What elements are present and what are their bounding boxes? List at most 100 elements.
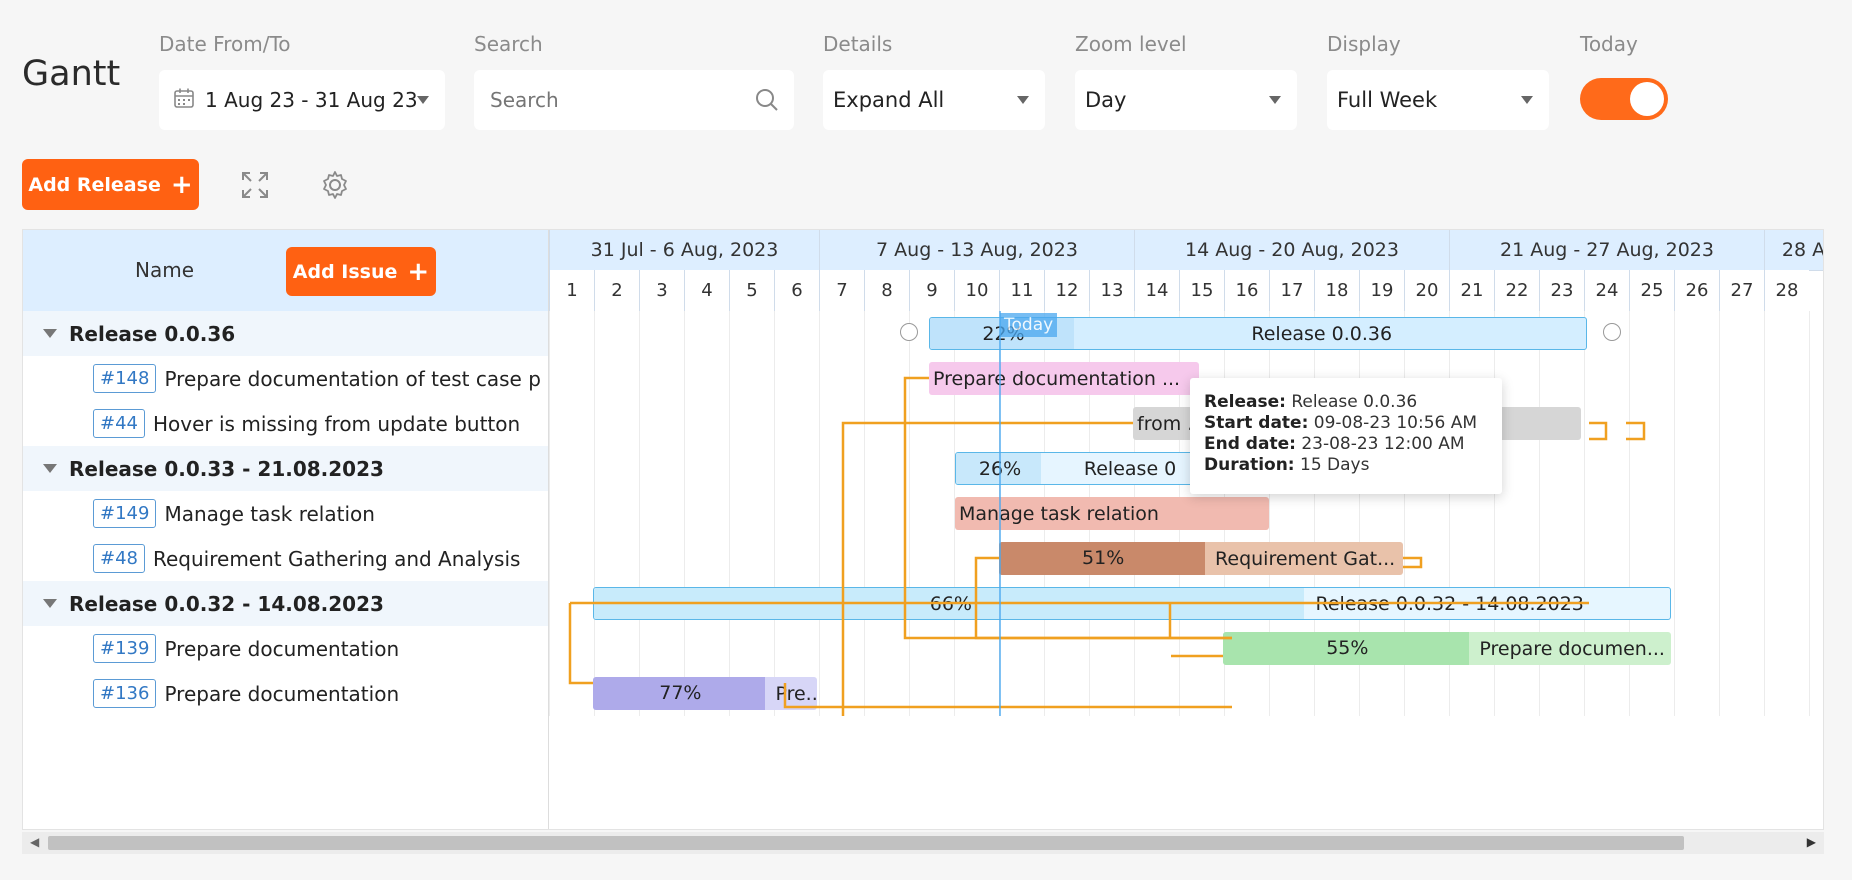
grid-line <box>1449 311 1450 716</box>
release-name: Release 0.0.33 - 21.08.2023 <box>69 456 384 481</box>
dependency-handle[interactable] <box>1603 323 1621 341</box>
tooltip-duration-key: Duration: <box>1204 455 1295 475</box>
horizontal-scrollbar[interactable]: ◀ ▶ <box>22 832 1824 854</box>
collapse-caret-icon[interactable] <box>43 599 57 608</box>
task-row[interactable]: #44 Hover is missing from update button <box>23 401 548 446</box>
gantt-bar[interactable]: 55% Prepare documen... <box>1223 632 1671 665</box>
task-name: Prepare documentation <box>164 681 400 706</box>
tooltip-end-value: 23-08-23 12:00 AM <box>1301 434 1465 454</box>
task-id-link[interactable]: #139 <box>93 634 157 663</box>
task-row[interactable]: #148 Prepare documentation of test case p <box>23 356 548 401</box>
bar-progress-label: 55% <box>1326 637 1369 659</box>
day-label: 19 <box>1359 270 1404 311</box>
task-id-link[interactable]: #136 <box>93 679 157 708</box>
grid-line <box>864 311 865 716</box>
day-label: 7 <box>819 270 864 311</box>
scroll-right-icon[interactable]: ▶ <box>1806 835 1816 849</box>
tooltip-duration-value: 15 Days <box>1300 455 1370 475</box>
task-name: Manage task relation <box>164 501 375 526</box>
grid-line <box>1629 311 1630 716</box>
search-icon[interactable] <box>754 87 780 118</box>
chevron-down-icon <box>1521 96 1533 104</box>
task-row[interactable]: #139 Prepare documentation <box>23 626 548 671</box>
chevron-down-icon <box>1017 96 1029 104</box>
bar-progress-label: 51% <box>1082 547 1125 569</box>
day-label: 22 <box>1494 270 1539 311</box>
gantt-bar[interactable]: 51% Requirement Gat... <box>999 542 1403 575</box>
task-id-link[interactable]: #48 <box>93 544 145 573</box>
dependency-link <box>1589 421 1608 441</box>
day-label: 27 <box>1719 270 1764 311</box>
display-select[interactable]: Full Week <box>1327 70 1549 130</box>
timeline-scale: 31 Jul - 6 Aug, 2023 7 Aug - 13 Aug, 2023… <box>549 230 1823 311</box>
zoom-select[interactable]: Day <box>1075 70 1297 130</box>
today-label: Today <box>1580 32 1638 56</box>
display-label: Display <box>1327 32 1401 56</box>
details-value: Expand All <box>833 88 945 112</box>
week-label: 7 Aug - 13 Aug, 2023 <box>819 230 1134 270</box>
grid-line <box>1719 311 1720 716</box>
day-label: 14 <box>1134 270 1179 311</box>
chevron-down-icon <box>1269 96 1281 104</box>
day-label: 1 <box>549 270 594 311</box>
tooltip-end-key: End date: <box>1204 434 1296 454</box>
task-row[interactable]: #48 Requirement Gathering and Analysis <box>23 536 548 581</box>
dependency-link <box>783 683 1232 709</box>
day-label: 4 <box>684 270 729 311</box>
display-value: Full Week <box>1337 88 1438 112</box>
grid-line <box>819 311 820 716</box>
task-id-link[interactable]: #44 <box>93 409 145 438</box>
zoom-value: Day <box>1085 88 1127 112</box>
grid-divider <box>548 230 549 829</box>
dependency-handle[interactable] <box>900 323 918 341</box>
bar-label: Prepare documen... <box>1479 637 1665 660</box>
day-label: 5 <box>729 270 774 311</box>
plus-icon: + <box>170 169 193 200</box>
page-title: Gantt <box>22 54 121 94</box>
tooltip-start-key: Start date: <box>1204 413 1309 433</box>
expand-icon[interactable] <box>234 164 276 206</box>
today-toggle[interactable] <box>1580 78 1668 120</box>
date-range-picker[interactable]: 1 Aug 23 - 31 Aug 23 <box>159 70 445 130</box>
day-label: 15 <box>1179 270 1224 311</box>
scrollbar-thumb[interactable] <box>48 836 1684 850</box>
zoom-label: Zoom level <box>1075 32 1187 56</box>
gantt-bar[interactable]: Manage task relation <box>955 497 1269 530</box>
bar-progress-label: 66% <box>929 593 972 615</box>
grid-line <box>1674 311 1675 716</box>
grid-line <box>639 311 640 716</box>
scroll-left-icon[interactable]: ◀ <box>30 835 40 849</box>
day-label: 13 <box>1089 270 1134 311</box>
bar-label: Prepare documentation ... <box>933 367 1181 390</box>
day-label: 6 <box>774 270 819 311</box>
gantt-bar[interactable]: Prepare documentation ... <box>929 362 1199 395</box>
add-issue-button[interactable]: Add Issue + <box>286 247 436 296</box>
task-id-link[interactable]: #148 <box>93 364 157 393</box>
grid-line <box>1314 311 1315 716</box>
grid-line <box>549 311 550 716</box>
collapse-caret-icon[interactable] <box>43 464 57 473</box>
grid-line <box>1359 311 1360 716</box>
search-field[interactable] <box>474 70 794 130</box>
gantt-bar[interactable]: 66% Release 0.0.32 - 14.08.2023 <box>593 587 1671 620</box>
task-id-link[interactable]: #149 <box>93 499 157 528</box>
week-label: 14 Aug - 20 Aug, 2023 <box>1134 230 1449 270</box>
gantt-bar[interactable]: 77% Pre... <box>593 677 817 710</box>
grid-line <box>1494 311 1495 716</box>
task-row[interactable]: #149 Manage task relation <box>23 491 548 536</box>
add-release-button[interactable]: Add Release + <box>22 159 199 210</box>
day-label: 10 <box>954 270 999 311</box>
bar-label: Requirement Gat... <box>1215 547 1396 570</box>
details-select[interactable]: Expand All <box>823 70 1045 130</box>
gear-icon[interactable] <box>314 164 356 206</box>
toggle-knob <box>1630 82 1664 116</box>
grid-line <box>684 311 685 716</box>
release-row[interactable]: Release 0.0.33 - 21.08.2023 <box>23 446 548 491</box>
release-row[interactable]: Release 0.0.32 - 14.08.2023 <box>23 581 548 626</box>
release-row[interactable]: Release 0.0.36 <box>23 311 548 356</box>
task-row[interactable]: #136 Prepare documentation <box>23 671 548 716</box>
grid-line <box>1809 311 1810 716</box>
collapse-caret-icon[interactable] <box>43 329 57 338</box>
grid-line <box>909 311 910 716</box>
search-input[interactable] <box>488 87 732 113</box>
